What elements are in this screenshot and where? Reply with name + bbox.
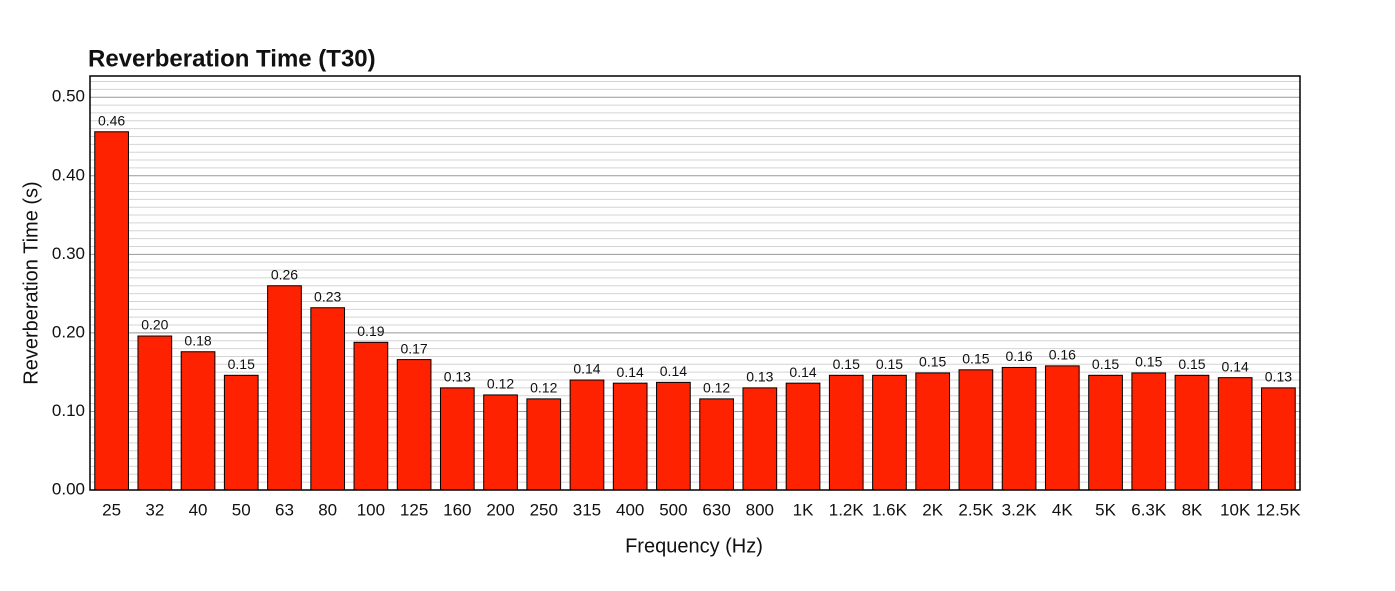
bar [1001, 366, 1037, 491]
value-label: 0.13 [444, 369, 471, 385]
bar [1174, 374, 1210, 491]
x-tick-label: 500 [659, 500, 687, 519]
bar [1044, 365, 1080, 491]
x-tick-label: 200 [486, 500, 514, 519]
value-label: 0.14 [1222, 358, 1249, 374]
y-tick-label: 0.40 [52, 165, 85, 184]
bar [872, 374, 907, 491]
x-tick-label: 125 [400, 500, 428, 519]
value-label: 0.23 [314, 288, 341, 304]
value-label: 0.15 [1135, 354, 1162, 370]
value-label: 0.15 [919, 354, 946, 370]
x-tick-label: 100 [357, 500, 385, 519]
x-tick-label: 50 [232, 500, 251, 519]
bar [137, 335, 173, 491]
x-tick-label: 80 [318, 500, 337, 519]
y-tick-label: 0.00 [52, 479, 85, 498]
x-tick-label: 2.5K [958, 500, 994, 519]
value-label: 0.26 [271, 266, 298, 282]
x-tick-label: 1K [793, 500, 814, 519]
x-tick-label: 4K [1052, 500, 1073, 519]
x-tick-label: 630 [702, 500, 730, 519]
value-label: 0.12 [530, 380, 557, 396]
x-tick-label: 160 [443, 500, 471, 519]
x-tick-label: 5K [1095, 500, 1116, 519]
value-label: 0.15 [228, 356, 255, 372]
bar [396, 359, 432, 491]
x-tick-label: 8K [1182, 500, 1203, 519]
value-label: 0.14 [617, 364, 644, 380]
x-tick-label: 6.3K [1131, 500, 1167, 519]
bar [310, 307, 346, 491]
bar [353, 341, 389, 491]
x-tick-label: 400 [616, 500, 644, 519]
bar [785, 382, 821, 491]
x-tick-label: 63 [275, 500, 294, 519]
bar [1088, 374, 1123, 491]
x-tick-label: 12.5K [1256, 500, 1301, 519]
y-tick-label: 0.50 [52, 87, 85, 106]
value-label: 0.15 [1178, 356, 1205, 372]
y-tick-label: 0.30 [52, 244, 85, 263]
bar [439, 387, 475, 491]
value-label: 0.17 [400, 340, 427, 356]
value-label: 0.15 [962, 351, 989, 367]
value-label: 0.19 [357, 323, 384, 339]
x-tick-label: 3.2K [1002, 500, 1038, 519]
value-label: 0.13 [746, 369, 773, 385]
y-axis-label: Reverberation Time (s) [20, 181, 42, 384]
y-tick-label: 0.10 [52, 401, 85, 420]
bar [612, 382, 648, 491]
value-label: 0.15 [876, 356, 903, 372]
value-label: 0.16 [1005, 348, 1032, 364]
x-tick-label: 250 [530, 500, 558, 519]
x-tick-label: 1.6K [872, 500, 908, 519]
bar [223, 374, 259, 491]
bar [828, 374, 864, 491]
bar [569, 379, 605, 491]
bar [94, 131, 129, 491]
x-tick-label: 2K [922, 500, 943, 519]
x-tick-label: 25 [102, 500, 121, 519]
bar [915, 372, 951, 491]
bar [180, 351, 216, 491]
bar [1217, 377, 1253, 491]
value-label: 0.12 [703, 380, 730, 396]
x-tick-label: 800 [746, 500, 774, 519]
value-label: 0.18 [184, 332, 211, 348]
x-tick-label: 10K [1220, 500, 1251, 519]
x-axis-label: Frequency (Hz) [625, 535, 763, 557]
value-label: 0.46 [98, 112, 125, 128]
bar [526, 398, 562, 491]
bar [699, 398, 734, 491]
value-label: 0.20 [141, 317, 168, 333]
chart-title: Reverberation Time (T30) [88, 45, 376, 72]
plot-frame [89, 75, 1301, 491]
bar [483, 394, 518, 491]
value-label: 0.13 [1265, 369, 1292, 385]
bar [656, 381, 691, 491]
bar [267, 285, 302, 491]
value-label: 0.15 [1092, 356, 1119, 372]
bar [742, 387, 778, 491]
value-label: 0.14 [660, 363, 687, 379]
x-tick-label: 315 [573, 500, 601, 519]
value-label: 0.14 [573, 361, 600, 377]
y-tick-label: 0.20 [52, 322, 85, 341]
value-label: 0.12 [487, 376, 514, 392]
value-label: 0.16 [1049, 347, 1076, 363]
x-tick-label: 1.2K [829, 500, 865, 519]
value-label: 0.14 [789, 364, 816, 380]
bar [1131, 372, 1167, 491]
value-label: 0.15 [833, 356, 860, 372]
x-tick-label: 40 [189, 500, 208, 519]
bar [958, 369, 994, 491]
x-tick-label: 32 [145, 500, 164, 519]
bar [1261, 387, 1296, 491]
